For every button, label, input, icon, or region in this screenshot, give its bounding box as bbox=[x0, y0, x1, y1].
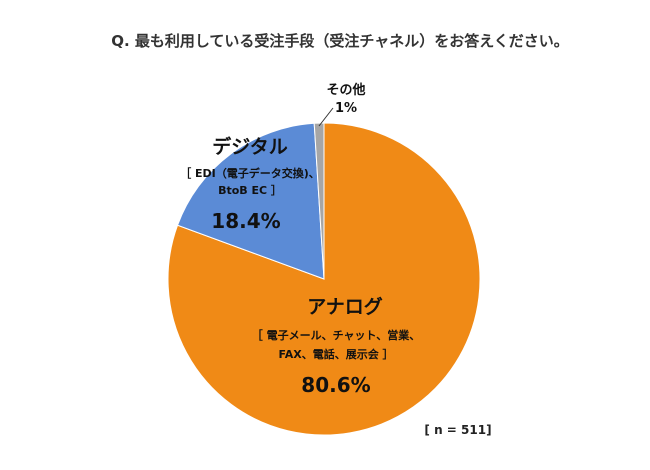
slice-value-digital: 18.4% bbox=[211, 209, 280, 233]
slice-value-other: 1% bbox=[335, 101, 357, 116]
slice-detail-analog-1: ［ 電子メール、チャット、営業、 bbox=[252, 328, 421, 342]
slice-label-analog: アナログ bbox=[307, 295, 383, 318]
pie-slice-other bbox=[313, 122, 325, 280]
slice-detail-digital-1: ［ EDI（電子データ交換)、 bbox=[180, 166, 320, 180]
chart-title: Q. 最も利用している受注手段（受注チャネル）をお答えください。 bbox=[111, 32, 569, 50]
pie-slices bbox=[167, 122, 481, 436]
slice-detail-digital-2: BtoB EC ］ bbox=[218, 184, 282, 197]
slice-label-other: その他 bbox=[326, 82, 365, 98]
slice-value-analog: 80.6% bbox=[301, 373, 370, 397]
other-leader-line bbox=[318, 107, 334, 127]
slice-label-digital: デジタル bbox=[212, 135, 288, 158]
sample-size-note: [ n = 511] bbox=[424, 423, 491, 437]
pie-slice-digital bbox=[176, 122, 325, 280]
slice-detail-analog-2: FAX、電話、展示会 ］ bbox=[278, 347, 393, 361]
